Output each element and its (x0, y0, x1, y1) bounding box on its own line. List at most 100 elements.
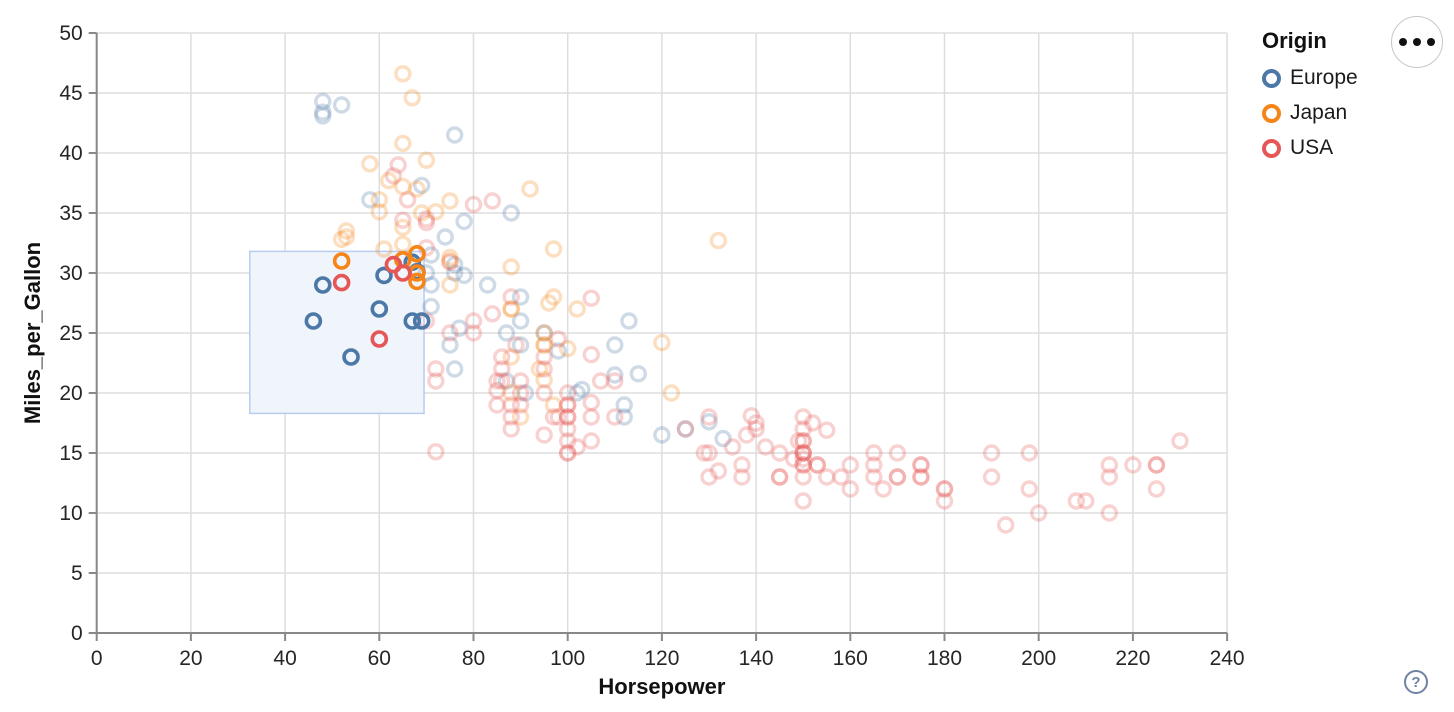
x-tick-label: 0 (91, 647, 103, 670)
data-point-japan (544, 396, 563, 414)
data-point-europe (412, 176, 431, 195)
data-point-japan (521, 180, 539, 198)
data-point-usa (398, 191, 417, 209)
data-point-japan (332, 230, 351, 249)
data-point-europe (478, 276, 497, 294)
menu-button[interactable] (1391, 16, 1443, 68)
data-point-usa (803, 414, 822, 432)
data-point-japan (394, 65, 412, 83)
data-point-usa (865, 444, 883, 462)
x-tick-label: 60 (368, 647, 391, 670)
data-point-japan (441, 248, 459, 267)
x-axis-title: Horsepower (598, 674, 726, 699)
data-point-europe (606, 366, 624, 384)
data-point-usa (417, 210, 436, 228)
data-point-usa (389, 156, 407, 174)
data-point-europe (445, 360, 464, 378)
data-point-europe (511, 336, 530, 354)
data-point-japan (361, 155, 379, 173)
data-point-japan (337, 222, 356, 240)
data-point-usa (785, 450, 803, 468)
x-tick-label: 200 (1021, 647, 1056, 670)
data-point-japan (535, 336, 553, 354)
data-point-selected-europe (375, 266, 393, 285)
x-tick-label: 40 (273, 647, 296, 670)
data-point-usa (493, 372, 511, 390)
data-point-usa (559, 444, 577, 462)
x-tick-label: 120 (644, 647, 679, 670)
data-point-selected-usa (394, 264, 412, 282)
data-point-usa (568, 438, 586, 456)
data-point-japan (441, 276, 459, 294)
data-point-europe (535, 324, 553, 342)
data-point-japan (544, 288, 563, 306)
data-point-usa (982, 444, 1001, 462)
data-point-usa (582, 289, 600, 307)
data-point-europe (445, 264, 464, 282)
data-point-selected-usa (370, 330, 389, 348)
x-tick-label: 80 (462, 647, 485, 670)
data-point-usa (559, 432, 577, 450)
data-point-usa (502, 396, 520, 414)
data-point-japan (502, 384, 520, 402)
data-point-usa (559, 408, 577, 426)
y-tick-label: 40 (59, 142, 82, 165)
help-button[interactable]: ? (1404, 670, 1428, 694)
data-point-usa (1029, 504, 1048, 522)
data-point-europe (620, 312, 638, 330)
data-point-japan (653, 333, 671, 352)
x-tick-label: 180 (927, 647, 962, 670)
data-point-usa (394, 211, 412, 229)
data-point-usa (535, 348, 553, 366)
data-point-europe (450, 319, 469, 337)
data-point-usa (483, 305, 502, 323)
data-point-usa (417, 213, 436, 232)
y-tick-label: 15 (59, 442, 82, 465)
data-point-usa (535, 384, 553, 402)
data-point-usa (794, 456, 812, 474)
data-point-japan (394, 134, 412, 153)
data-point-usa (700, 408, 718, 426)
data-point-usa (1020, 480, 1038, 498)
data-point-usa (582, 408, 600, 426)
data-point-usa (1147, 480, 1166, 498)
data-point-usa (888, 468, 907, 486)
ellipsis-icon (1399, 38, 1435, 46)
data-point-japan (502, 348, 520, 366)
y-tick-label: 45 (59, 82, 82, 105)
data-point-europe (445, 126, 464, 144)
data-point-usa (982, 468, 1001, 486)
data-point-usa (794, 420, 812, 438)
data-point-usa (1100, 456, 1119, 474)
data-point-usa (700, 444, 718, 462)
data-point-europe (314, 103, 332, 121)
data-point-usa (865, 468, 883, 486)
data-point-japan (417, 151, 436, 169)
data-point-selected-europe (412, 312, 431, 330)
data-point-japan (408, 180, 426, 198)
data-point-usa (535, 360, 553, 378)
y-tick-label: 10 (59, 502, 82, 525)
data-point-usa (591, 372, 610, 390)
data-point-europe (441, 336, 459, 354)
data-point-europe (497, 324, 516, 342)
data-point-usa (794, 468, 812, 486)
data-point-usa (912, 468, 930, 486)
data-point-japan (403, 89, 421, 107)
data-point-usa (559, 384, 577, 402)
data-point-europe (511, 288, 530, 306)
data-point-selected-europe (304, 312, 323, 330)
data-point-europe (516, 384, 535, 402)
data-point-japan (535, 336, 553, 354)
data-point-usa (723, 438, 742, 456)
data-point-usa (770, 468, 789, 486)
data-point-usa (559, 396, 577, 414)
data-point-usa (502, 408, 520, 426)
data-point-usa (832, 468, 850, 486)
legend-label-europe: Europe (1290, 66, 1358, 89)
data-point-usa (935, 480, 954, 498)
data-point-usa (549, 408, 567, 426)
legend-label-usa: USA (1290, 136, 1334, 159)
data-point-usa (464, 312, 483, 330)
